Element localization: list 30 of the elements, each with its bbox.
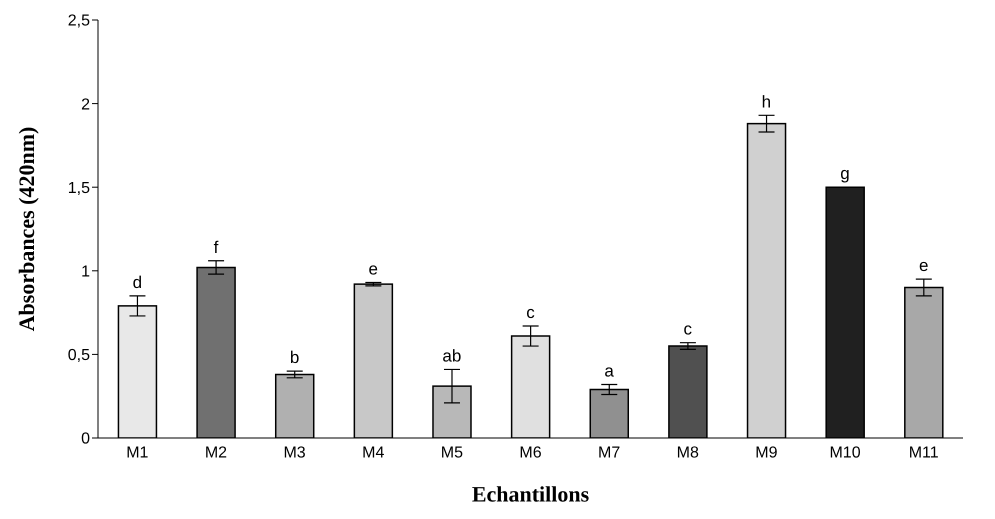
x-tick-label: M1 bbox=[126, 444, 149, 462]
y-tick-label: 0,5 bbox=[68, 347, 90, 364]
y-tick-label: 2 bbox=[81, 96, 90, 114]
x-tick-label: M8 bbox=[676, 444, 699, 462]
annotation: h bbox=[762, 92, 772, 112]
x-tick-label: M11 bbox=[908, 444, 939, 462]
x-axis-title: Echantillons bbox=[472, 482, 590, 507]
y-tick-label: 0 bbox=[81, 430, 90, 448]
annotation: b bbox=[290, 348, 300, 368]
annotation: g bbox=[840, 164, 850, 184]
annotation: e bbox=[368, 260, 378, 279]
x-tick-label: M10 bbox=[829, 444, 861, 462]
annotation: f bbox=[214, 238, 219, 257]
x-tick-label: M3 bbox=[283, 444, 306, 462]
y-axis-title: Absorbances (420nm) bbox=[14, 126, 39, 332]
x-tick-label: M2 bbox=[204, 444, 228, 462]
x-tick-label: M5 bbox=[440, 444, 464, 462]
annotation: e bbox=[918, 256, 928, 276]
annotation: c bbox=[684, 320, 693, 339]
annotation: d bbox=[132, 272, 142, 292]
x-tick-label: M6 bbox=[519, 444, 542, 462]
y-tick-label: 1,5 bbox=[68, 180, 90, 197]
annotation: c bbox=[526, 302, 536, 322]
y-tick-label: 2,5 bbox=[68, 12, 90, 30]
annotation: a bbox=[604, 361, 614, 380]
x-tick-label: M4 bbox=[362, 444, 384, 462]
y-tick-label: 1 bbox=[81, 263, 90, 280]
x-tick-label: M9 bbox=[755, 444, 778, 462]
x-tick-label: M7 bbox=[598, 444, 620, 462]
annotation: ab bbox=[442, 346, 462, 366]
